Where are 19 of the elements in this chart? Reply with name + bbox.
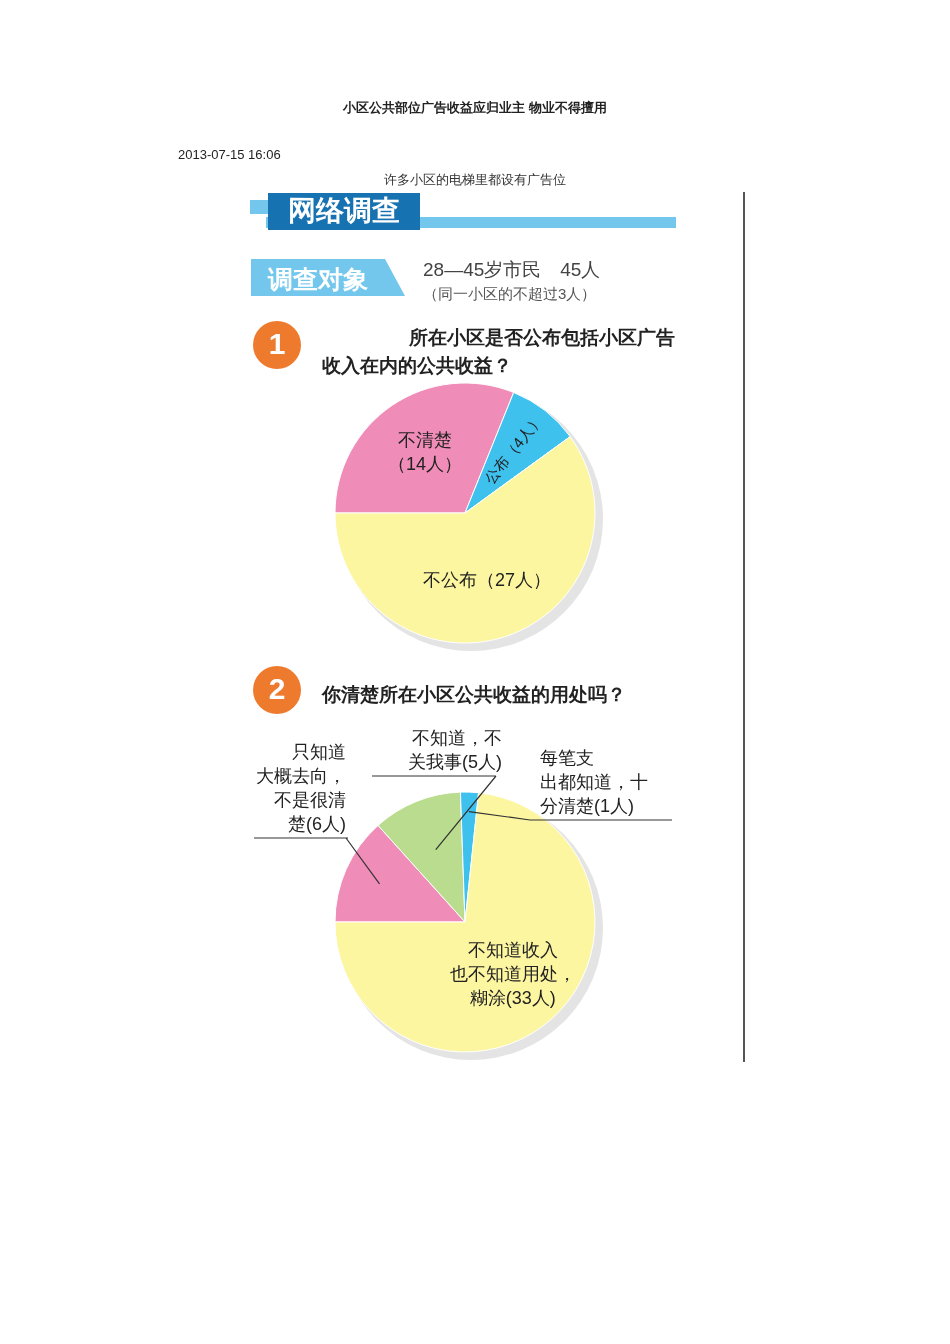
- text: 28—45岁市民 45人: [423, 259, 601, 280]
- slice-label: 不清楚: [398, 430, 453, 451]
- text: 2: [268, 671, 286, 705]
- slice-label: 不知道，不关我事(5人): [408, 728, 502, 772]
- text: 调查对象: [267, 265, 368, 293]
- slice-label: 公布（4人）: [481, 410, 546, 487]
- slice-label: 每笔支出都知道，十分清楚(1人): [540, 748, 648, 816]
- chart-title: 你清楚所在小区公共收益的用处吗？: [321, 684, 626, 705]
- slice-label: 不公布（27人）: [423, 569, 552, 590]
- text: 网络调查: [288, 195, 400, 226]
- text: （同一小区的不超过3人）: [423, 285, 597, 302]
- text: 小区公共部位广告收益应归业主 物业不得擅用: [342, 100, 607, 115]
- slice-label: 不知道收入也不知道用处，糊涂(33人): [449, 939, 576, 1008]
- text: 许多小区的电梯里都设有广告位: [384, 172, 566, 187]
- slice-label: 只知道大概去向，不是很清楚(6人): [256, 742, 346, 834]
- data-label: （14人）: [388, 454, 463, 475]
- chart-title: 所在小区是否公布包括小区广告收入在内的公共收益？: [322, 327, 675, 376]
- text: 1: [268, 326, 286, 360]
- text: 2013-07-15 16:06: [178, 147, 281, 162]
